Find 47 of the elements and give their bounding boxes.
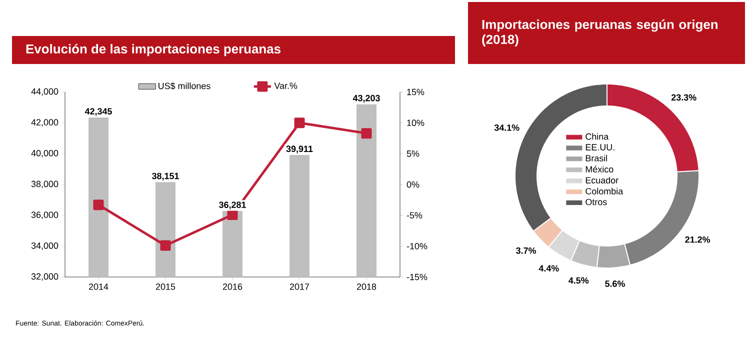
data-label: 43,203 — [352, 94, 380, 103]
legend-label: Ecuador — [586, 176, 618, 184]
point — [93, 200, 104, 210]
y2-tick-label: -15% — [406, 274, 428, 280]
y2-tick-label: 15% — [407, 88, 424, 96]
y2-tick-label: 0% — [406, 181, 420, 188]
y-tick-label: 32,000 — [31, 273, 58, 281]
y-tick-label: 36,000 — [31, 212, 58, 220]
y-tick-label: 38,000 — [31, 180, 58, 188]
legend-label: Colombia — [586, 188, 624, 194]
legend-label: Var.% — [274, 82, 298, 89]
point — [361, 128, 372, 139]
y-tick-label: 40,000 — [31, 150, 58, 158]
y-tick-label: 44,000 — [31, 88, 58, 96]
y-tick-label: 34,000 — [31, 242, 58, 250]
chart-title: Evolución de las importaciones peruanas — [26, 44, 280, 56]
legend-label: Otros — [586, 198, 607, 206]
legend-label: US$ millones — [158, 82, 210, 90]
data-label: 3.7% — [516, 247, 536, 254]
y-tick-label: 42,000 — [31, 119, 58, 127]
x-tick-label: 2018 — [356, 284, 376, 290]
data-label: 34.1% — [494, 124, 520, 131]
x-tick-label: 2016 — [222, 284, 242, 290]
data-label: 23.3% — [671, 94, 696, 101]
point — [294, 118, 305, 128]
data-label: 39,911 — [286, 146, 313, 154]
legend-label: Brasil — [586, 154, 608, 162]
legend-label: China — [586, 133, 609, 140]
legend-label: México — [586, 166, 614, 172]
point — [160, 240, 171, 251]
data-label: 36,281 — [218, 202, 246, 210]
y2-tick-label: -5% — [406, 212, 422, 218]
y2-tick-label: 5% — [406, 150, 420, 157]
x-tick-label: 2015 — [156, 284, 176, 290]
data-label: 38,151 — [152, 172, 179, 180]
y2-tick-label: 10% — [407, 120, 424, 126]
data-label: 4.4% — [538, 265, 559, 272]
x-tick-label: 2017 — [290, 284, 310, 290]
legend-label: EE.UU. — [586, 144, 614, 150]
data-label: 5.6% — [605, 280, 625, 287]
chart-title: Importaciones peruanas según origen (2018) — [482, 19, 718, 47]
data-label: 21.2% — [685, 236, 710, 243]
data-label: 42,345 — [84, 108, 112, 116]
data-label: 4.5% — [568, 277, 589, 284]
x-tick-label: 2014 — [88, 284, 108, 290]
y2-tick-label: -10% — [406, 242, 428, 250]
point — [227, 209, 238, 220]
